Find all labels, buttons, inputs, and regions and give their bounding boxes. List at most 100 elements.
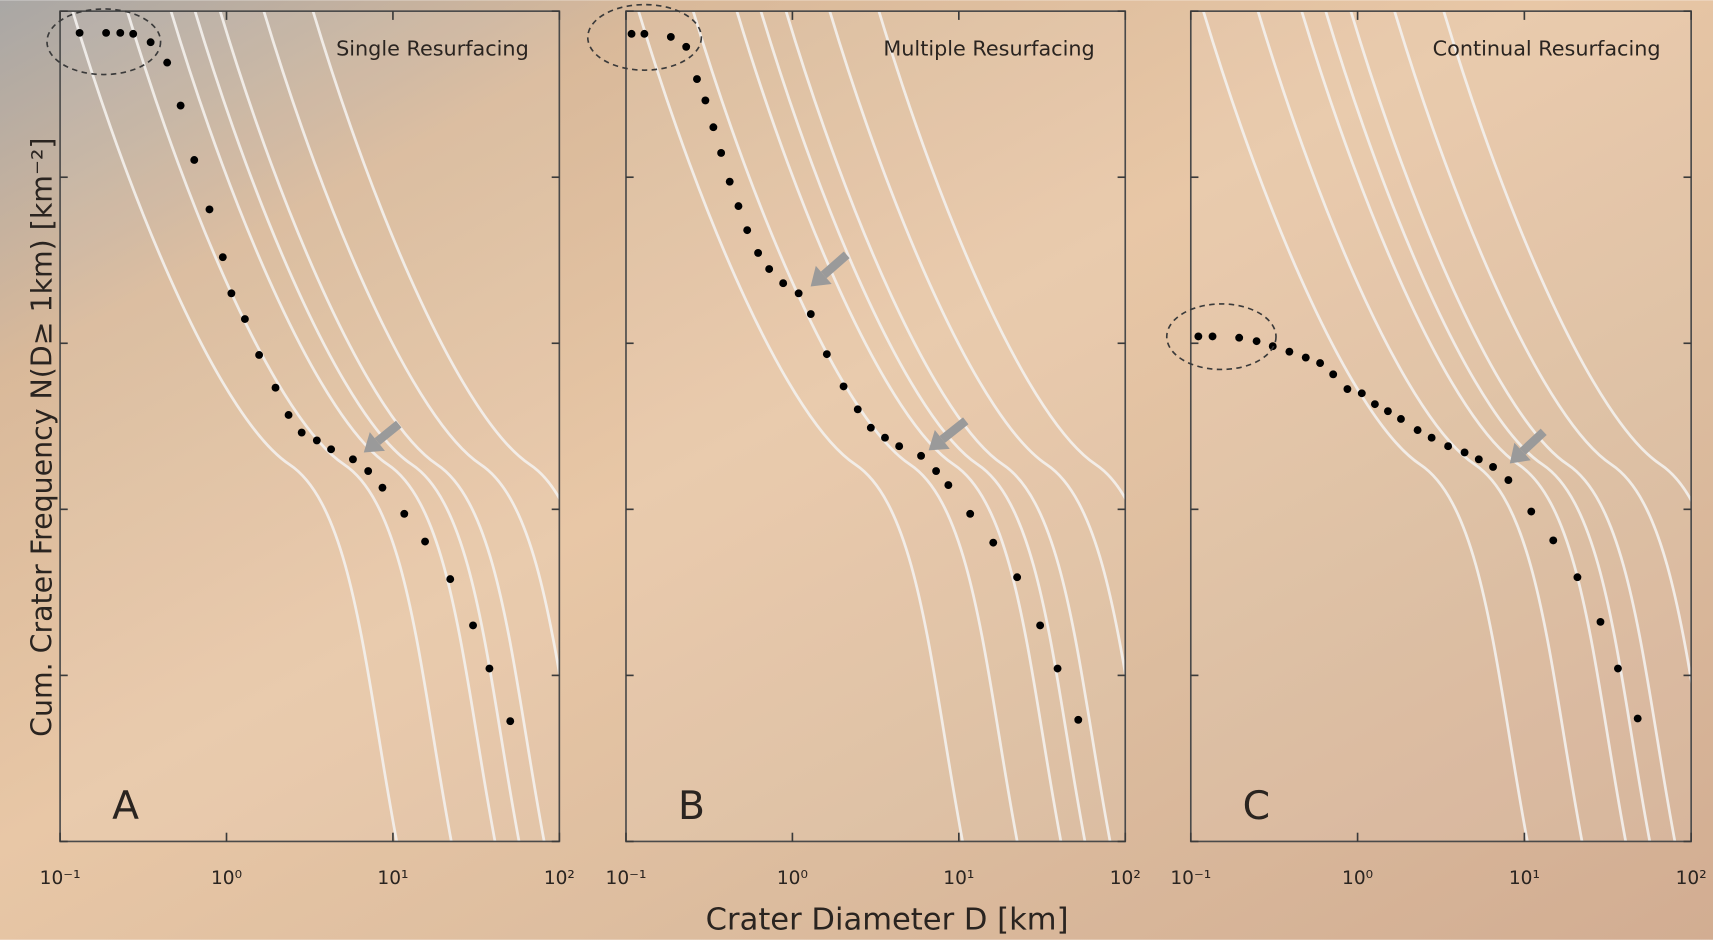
data-point bbox=[866, 423, 875, 432]
panel-title: Single Resurfacing bbox=[336, 36, 529, 60]
arrow-head bbox=[810, 265, 832, 287]
data-point bbox=[1329, 370, 1338, 379]
data-point bbox=[218, 253, 227, 262]
axes-frame bbox=[59, 10, 561, 843]
data-point bbox=[1316, 359, 1325, 367]
isochron bbox=[1349, 11, 1677, 842]
arrow-shaft bbox=[374, 420, 402, 445]
data-point bbox=[1413, 426, 1422, 435]
panel: 10⁻¹ 10⁰ 10¹ 10² Multiple Resurfacing B bbox=[606, 10, 1141, 889]
data-point bbox=[895, 442, 904, 451]
isochron bbox=[828, 11, 1126, 682]
data-point bbox=[1549, 536, 1558, 545]
data-point bbox=[725, 177, 734, 186]
isochrons bbox=[637, 11, 1126, 842]
data-point bbox=[640, 29, 649, 38]
data-point bbox=[822, 350, 831, 359]
data-point bbox=[227, 289, 236, 298]
data-point bbox=[312, 436, 321, 445]
data-point bbox=[1614, 664, 1622, 673]
ellipse bbox=[1165, 303, 1277, 371]
data-point bbox=[709, 123, 718, 132]
y-axis-label: Cum. Crater Frequency N(D≥ 1km) [km⁻²] bbox=[26, 138, 59, 737]
data-point bbox=[146, 38, 155, 47]
data-point bbox=[627, 29, 636, 38]
data-point bbox=[327, 445, 336, 454]
ellipse bbox=[586, 3, 703, 71]
data-point bbox=[1343, 385, 1352, 393]
data-point bbox=[779, 279, 788, 288]
x-tick-label: 10⁻¹ bbox=[1170, 868, 1211, 889]
data-point bbox=[1208, 332, 1217, 341]
data-point bbox=[932, 467, 941, 475]
panel: 10⁻¹ 10⁰ 10¹ 10² Single Resurfacing A bbox=[40, 10, 575, 889]
panel: 10⁻¹ 10⁰ 10¹ 10² Continual Resurfacing C bbox=[1170, 10, 1707, 889]
data-point bbox=[1427, 433, 1436, 442]
arrow-head bbox=[928, 430, 950, 451]
data-point bbox=[1252, 337, 1261, 346]
data-point bbox=[506, 717, 515, 726]
data-point bbox=[485, 664, 494, 673]
axes-frame bbox=[1189, 10, 1692, 843]
data-point bbox=[917, 451, 925, 460]
isochron bbox=[877, 11, 1126, 502]
isochrons bbox=[71, 11, 560, 842]
data-point bbox=[881, 433, 889, 442]
data-point bbox=[1013, 573, 1022, 582]
data-point bbox=[1633, 714, 1642, 723]
data-point bbox=[966, 509, 975, 518]
data-point bbox=[743, 226, 752, 235]
data-point bbox=[1489, 463, 1497, 471]
data-point bbox=[1527, 507, 1536, 516]
data-point bbox=[116, 28, 125, 37]
data-point bbox=[255, 351, 264, 359]
data-point bbox=[839, 382, 848, 391]
x-tick-label: 10² bbox=[1676, 868, 1707, 889]
isochron bbox=[311, 11, 560, 502]
data-point bbox=[102, 28, 111, 37]
arrow-shaft bbox=[1519, 428, 1547, 455]
data-point bbox=[1074, 715, 1083, 724]
isochron bbox=[637, 11, 964, 842]
data-point bbox=[701, 96, 710, 105]
isochron bbox=[193, 11, 521, 842]
data-point bbox=[129, 29, 138, 38]
isochron bbox=[262, 11, 560, 682]
data-point bbox=[717, 149, 726, 157]
data-point bbox=[1460, 448, 1469, 457]
panel-label: B bbox=[678, 784, 705, 829]
isochron bbox=[691, 11, 1019, 842]
data-point bbox=[1053, 664, 1062, 673]
isochron bbox=[784, 11, 1112, 842]
data-point bbox=[1370, 400, 1379, 409]
arrow-shaft bbox=[939, 417, 969, 443]
data-point bbox=[765, 265, 774, 273]
data-point bbox=[176, 101, 185, 110]
data-point bbox=[693, 75, 701, 83]
x-tick-label: 10² bbox=[544, 868, 575, 889]
data-point bbox=[1285, 347, 1294, 356]
x-axis-label: Crater Diameter D [km] bbox=[706, 903, 1069, 938]
isochron bbox=[1201, 11, 1529, 842]
data-point bbox=[284, 411, 293, 419]
data-point bbox=[469, 621, 477, 630]
data-point bbox=[421, 537, 429, 546]
data-point bbox=[944, 481, 953, 489]
data-point bbox=[754, 248, 763, 257]
data-point bbox=[989, 538, 998, 547]
isochron bbox=[169, 11, 497, 842]
panel-label: A bbox=[112, 784, 139, 829]
arrow-head bbox=[363, 432, 385, 453]
isochron bbox=[71, 11, 399, 842]
x-tick-label: 10⁻¹ bbox=[40, 868, 81, 889]
x-tick-label: 10¹ bbox=[1509, 868, 1540, 889]
x-tick-label: 10¹ bbox=[377, 868, 408, 889]
x-tick-label: 10² bbox=[1110, 868, 1141, 889]
x-tick-label: 10⁰ bbox=[777, 868, 808, 889]
data-point bbox=[1573, 573, 1582, 582]
isochron bbox=[1300, 11, 1628, 842]
ellipse bbox=[46, 8, 162, 76]
annotations bbox=[46, 3, 1277, 371]
plot-area bbox=[625, 11, 1126, 842]
